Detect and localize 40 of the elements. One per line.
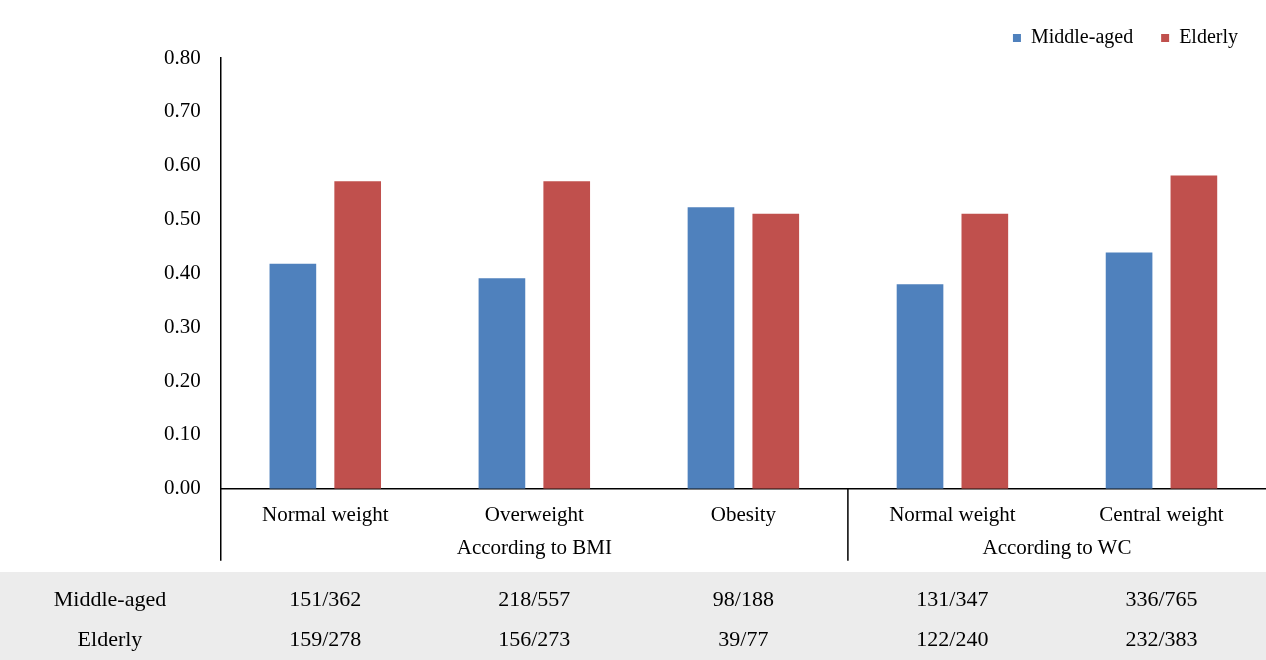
bar bbox=[961, 213, 1009, 489]
legend-label: Elderly bbox=[1179, 25, 1239, 49]
bar bbox=[269, 263, 317, 489]
text: 159/278 bbox=[289, 626, 362, 652]
y-tick-label: 0.20 bbox=[164, 367, 201, 392]
y-tick-label: 0.80 bbox=[164, 44, 201, 69]
bar bbox=[752, 213, 800, 489]
x-tick-label: Obesity bbox=[710, 501, 777, 526]
bar bbox=[1105, 252, 1153, 489]
text: 336/765 bbox=[1125, 586, 1198, 612]
bar bbox=[1170, 175, 1218, 489]
x-tick-label: Overweight bbox=[484, 501, 585, 526]
y-tick-label: 0.10 bbox=[164, 421, 201, 446]
y-tick-label: 0.30 bbox=[164, 313, 201, 338]
y-tick-label: 0.40 bbox=[164, 259, 201, 284]
bar bbox=[896, 284, 944, 489]
text: 39/77 bbox=[718, 626, 769, 652]
text: 218/557 bbox=[498, 586, 571, 612]
x-tick-label: Normal weight bbox=[261, 501, 389, 526]
bar bbox=[543, 181, 591, 489]
y-tick-label: 0.00 bbox=[164, 475, 201, 500]
text: 122/240 bbox=[916, 626, 989, 652]
text: 156/273 bbox=[498, 626, 571, 652]
text: According to BMI bbox=[456, 535, 612, 560]
bar bbox=[334, 181, 382, 489]
y-tick-label: 0.70 bbox=[164, 98, 201, 123]
bar bbox=[687, 207, 735, 489]
text: 131/347 bbox=[916, 586, 989, 612]
text: 232/383 bbox=[1125, 626, 1198, 652]
x-tick-label: Central weight bbox=[1099, 501, 1224, 526]
text: 151/362 bbox=[289, 586, 362, 612]
text: Elderly bbox=[77, 626, 143, 651]
legend-label: Middle-aged bbox=[1030, 25, 1134, 49]
y-tick-label: 0.60 bbox=[164, 152, 201, 177]
text: 98/188 bbox=[712, 586, 774, 612]
y-tick-label: 0.50 bbox=[164, 206, 201, 231]
text: According to WC bbox=[982, 535, 1132, 560]
bar bbox=[478, 278, 526, 489]
x-tick-label: Normal weight bbox=[889, 501, 1016, 526]
text: Middle-aged bbox=[53, 586, 167, 611]
